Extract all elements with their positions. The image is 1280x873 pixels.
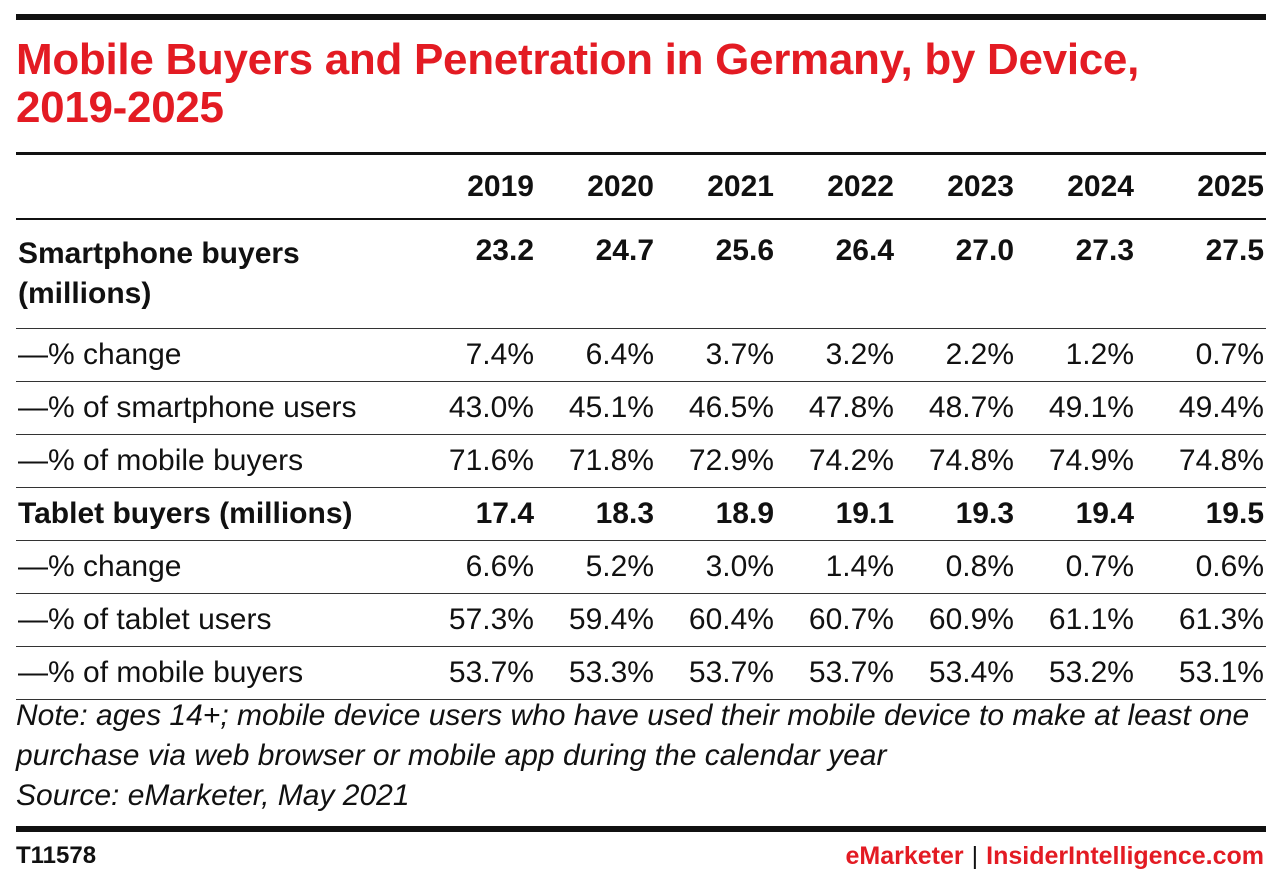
- table-cell: 27.3: [1026, 219, 1146, 329]
- year-header: 2022: [786, 155, 906, 220]
- brand-separator: |: [971, 842, 979, 870]
- table-cell: 71.8%: [546, 434, 666, 488]
- year-header: 2021: [666, 155, 786, 220]
- table-cell: 74.8%: [1146, 434, 1266, 488]
- row-label-line: Smartphone buyers: [18, 237, 300, 270]
- header-rule: [16, 152, 1266, 155]
- table-cell: 53.7%: [666, 646, 786, 700]
- table-cell: 71.6%: [426, 434, 546, 488]
- table-row-main: Smartphone buyers (millions) 23.2 24.7 25.6 2…: [16, 219, 1266, 329]
- year-header: 2025: [1146, 155, 1266, 220]
- row-label: —% change: [16, 328, 426, 382]
- table-row-sub: —% of mobile buyers 53.7% 53.3% 53.7% 53.7% 5…: [16, 646, 1266, 700]
- table-cell: 6.4%: [546, 328, 666, 382]
- data-table: 2019 2020 2021 2022 2023 2024 2025 Smart…: [16, 155, 1266, 700]
- table-cell: 27.5: [1146, 219, 1266, 329]
- table-cell: 45.1%: [546, 381, 666, 435]
- table-cell: 5.2%: [546, 540, 666, 594]
- table-cell: 46.5%: [666, 381, 786, 435]
- table-cell: 47.8%: [786, 381, 906, 435]
- row-label: —% of tablet users: [16, 593, 426, 647]
- table-cell: 53.7%: [786, 646, 906, 700]
- table-cell: 53.1%: [1146, 646, 1266, 700]
- table-cell: 74.8%: [906, 434, 1026, 488]
- table-cell: 49.4%: [1146, 381, 1266, 435]
- table-cell: 60.9%: [906, 593, 1026, 647]
- table-cell: 1.4%: [786, 540, 906, 594]
- table-cell: 49.1%: [1026, 381, 1146, 435]
- table-cell: 7.4%: [426, 328, 546, 382]
- chart-title: Mobile Buyers and Penetration in Germany…: [16, 35, 1140, 132]
- row-label: —% change: [16, 540, 426, 594]
- source-text: Source: eMarketer, May 2021: [16, 779, 410, 812]
- table-cell: 3.7%: [666, 328, 786, 382]
- table-cell: 18.9: [666, 487, 786, 541]
- table-cell: 43.0%: [426, 381, 546, 435]
- table-cell: 3.0%: [666, 540, 786, 594]
- year-header: 2024: [1026, 155, 1146, 220]
- table-cell: 57.3%: [426, 593, 546, 647]
- table-cell: 19.3: [906, 487, 1026, 541]
- row-label-line: (millions): [18, 277, 152, 310]
- table-cell: 60.4%: [666, 593, 786, 647]
- table-cell: 0.7%: [1146, 328, 1266, 382]
- table-cell: 1.2%: [1026, 328, 1146, 382]
- table-cell: 0.7%: [1026, 540, 1146, 594]
- table-row-sub: —% of tablet users 57.3% 59.4% 60.4% 60.7% 60…: [16, 593, 1266, 647]
- header-row: 2019 2020 2021 2022 2023 2024 2025: [16, 155, 1266, 220]
- top-rule: [16, 14, 1266, 20]
- year-header: 2023: [906, 155, 1026, 220]
- table-cell: 53.2%: [1026, 646, 1146, 700]
- table-row-sub: —% of smartphone users 43.0% 45.1% 46.5% 47.…: [16, 381, 1266, 435]
- table-cell: 3.2%: [786, 328, 906, 382]
- table-body: Smartphone buyers (millions) 23.2 24.7 25.6 2…: [16, 219, 1266, 700]
- table-cell: 19.5: [1146, 487, 1266, 541]
- note-text: Note: ages 14+; mobile device users who …: [16, 699, 1250, 772]
- table-cell: 0.6%: [1146, 540, 1266, 594]
- table-cell: 74.9%: [1026, 434, 1146, 488]
- table-cell: 24.7: [546, 219, 666, 329]
- table-row-sub: —% change 7.4% 6.4% 3.7% 3.2% 2.2% 1.2% 0.7%: [16, 328, 1266, 382]
- brand-footer: eMarketer | InsiderIntelligence.com: [846, 842, 1265, 871]
- row-label: Smartphone buyers (millions): [16, 219, 426, 329]
- chart-id: T11578: [16, 842, 97, 869]
- brand-emarketer: eMarketer: [845, 842, 964, 870]
- table-cell: 60.7%: [786, 593, 906, 647]
- table-cell: 25.6: [666, 219, 786, 329]
- bottom-rule: [16, 826, 1266, 832]
- table-cell: 53.7%: [426, 646, 546, 700]
- row-label-header: [16, 155, 426, 220]
- table-cell: 19.1: [786, 487, 906, 541]
- table-cell: 27.0: [906, 219, 1026, 329]
- table-cell: 19.4: [1026, 487, 1146, 541]
- row-label: —% of smartphone users: [16, 381, 426, 435]
- table-cell: 48.7%: [906, 381, 1026, 435]
- table-cell: 23.2: [426, 219, 546, 329]
- table-cell: 0.8%: [906, 540, 1026, 594]
- row-label: —% of mobile buyers: [16, 434, 426, 488]
- table-row-main: Tablet buyers (millions) 17.4 18.3 18.9 19.1…: [16, 487, 1266, 541]
- table-cell: 61.1%: [1026, 593, 1146, 647]
- table-cell: 6.6%: [426, 540, 546, 594]
- table-cell: 53.4%: [906, 646, 1026, 700]
- table-cell: 17.4: [426, 487, 546, 541]
- table-cell: 26.4: [786, 219, 906, 329]
- table-cell: 2.2%: [906, 328, 1026, 382]
- table-cell: 61.3%: [1146, 593, 1266, 647]
- table-cell: 74.2%: [786, 434, 906, 488]
- table-row-sub: —% change 6.6% 5.2% 3.0% 1.4% 0.8% 0.7% 0.6%: [16, 540, 1266, 594]
- row-label: Tablet buyers (millions): [16, 487, 426, 541]
- table-cell: 18.3: [546, 487, 666, 541]
- note-block: Note: ages 14+; mobile device users who …: [16, 696, 1266, 816]
- table-cell: 53.3%: [546, 646, 666, 700]
- table-cell: 59.4%: [546, 593, 666, 647]
- table-cell: 72.9%: [666, 434, 786, 488]
- table-row-sub: —% of mobile buyers 71.6% 71.8% 72.9% 74.2% 7…: [16, 434, 1266, 488]
- row-label: —% of mobile buyers: [16, 646, 426, 700]
- year-header: 2020: [546, 155, 666, 220]
- year-header: 2019: [426, 155, 546, 220]
- brand-insider-intelligence: InsiderIntelligence.com: [986, 842, 1264, 870]
